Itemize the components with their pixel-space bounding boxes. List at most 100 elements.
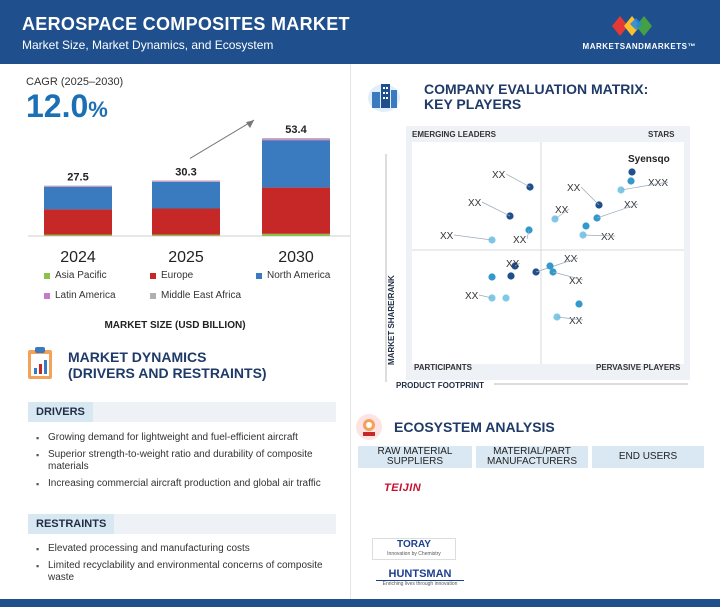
- company-label: XX: [465, 291, 479, 302]
- company-leader-line: [580, 186, 600, 206]
- drivers-list: Growing demand for lightweight and fuel-…: [36, 432, 338, 495]
- company-label: XX: [513, 235, 527, 246]
- company-leader-line: [620, 181, 669, 191]
- company-leader-line: [514, 262, 521, 267]
- ecosystem-col-raw-materials: RAW MATERIAL SUPPLIERS: [358, 446, 472, 468]
- matrix-y-axis-label: MARKET SHARE/RANK: [387, 275, 396, 365]
- huntsman-logo-name: HUNTSMAN: [376, 568, 464, 581]
- quadrant-emerging-leaders: EMERGING LEADERS: [412, 130, 497, 139]
- legend-latin-america: Latin America: [44, 290, 116, 301]
- bar-segment-north-america: [152, 181, 220, 209]
- company-label: XX: [468, 198, 482, 209]
- restraints-list: Elevated processing and manufacturing co…: [36, 543, 338, 589]
- footer-bar: [0, 599, 720, 607]
- toray-logo-name: TORAY: [397, 539, 431, 550]
- market-dynamics-title-line2: (DRIVERS AND RESTRAINTS): [68, 365, 267, 381]
- bar-segment-middle-east-africa: [262, 138, 330, 140]
- column-divider: [350, 64, 351, 599]
- market-dynamics-title-line1: MARKET DYNAMICS: [68, 349, 207, 365]
- company-dot: [511, 262, 519, 270]
- legend-asia-pacific: Asia Pacific: [44, 270, 107, 281]
- legend-swatch: [150, 292, 156, 299]
- company-label: XX: [440, 231, 454, 242]
- cagr-label: CAGR (2025–2030): [26, 76, 124, 88]
- bar-segment-middle-east-africa: [44, 185, 112, 187]
- drivers-heading: DRIVERS: [28, 402, 93, 422]
- matrix-title-line2: KEY PLAYERS: [424, 96, 522, 112]
- company-label: XX: [569, 316, 583, 327]
- matrix-plot-area: [412, 142, 684, 364]
- company-dot: [628, 168, 636, 176]
- company-leader-line: [481, 201, 511, 217]
- company-dot: [582, 222, 590, 230]
- teijin-logo: TEIJIN: [384, 482, 422, 494]
- legend-swatch: [44, 292, 50, 299]
- company-dot: [575, 300, 583, 308]
- bar-total-label: 53.4: [285, 124, 307, 136]
- legend-middle-east-africa: Middle East Africa: [150, 290, 241, 301]
- bar-segment-asia-pacific: [262, 233, 330, 236]
- legend-north-america: North America: [256, 270, 330, 281]
- page-title: AEROSPACE COMPOSITES MARKET: [22, 14, 350, 34]
- brand-name: MARKETSANDMARKETS™: [582, 42, 696, 51]
- ecosystem-title: ECOSYSTEM ANALYSIS: [394, 419, 555, 435]
- list-item: Elevated processing and manufacturing co…: [36, 543, 338, 555]
- restraints-heading: RESTRAINTS: [28, 514, 115, 534]
- company-evaluation-matrix: EMERGING LEADERS STARS PARTICIPANTS PERV…: [385, 126, 690, 390]
- company-leader-line: [554, 208, 570, 220]
- bar-segment-latin-america: [262, 139, 330, 141]
- bar-segment-europe: [44, 209, 112, 235]
- quadrant-pervasive-players: PERVASIVE PLAYERS: [596, 363, 681, 372]
- company-label: XX: [492, 170, 506, 181]
- huntsman-logo: HUNTSMAN Enriching lives through innovat…: [376, 568, 464, 590]
- quadrant-stars: STARS: [648, 130, 675, 139]
- ecosystem-col-manufacturers: MATERIAL/PART MANUFACTURERS: [476, 446, 588, 468]
- matrix-title-line1: COMPANY EVALUATION MATRIX:: [424, 81, 649, 97]
- list-item: Superior strength-to-weight ratio and du…: [36, 449, 338, 473]
- company-label: Syensqo: [628, 154, 670, 165]
- company-leader-line: [535, 257, 579, 273]
- legend-label: Latin America: [55, 290, 116, 301]
- company-leader-line: [505, 173, 531, 188]
- legend-label: Europe: [161, 270, 194, 281]
- growth-arrow: [189, 119, 255, 159]
- company-label: XX: [555, 205, 569, 216]
- page-subtitle: Market Size, Market Dynamics, and Ecosys…: [22, 38, 274, 52]
- legend-swatch: [256, 272, 262, 279]
- growth-arrow-head: [246, 120, 254, 129]
- market-dynamics-title: MARKET DYNAMICS (DRIVERS AND RESTRAINTS): [68, 349, 267, 381]
- quadrant-participants: PARTICIPANTS: [414, 363, 473, 372]
- company-leader-line: [552, 271, 584, 281]
- company-dot: [553, 313, 561, 321]
- bar-segment-europe: [152, 208, 220, 235]
- ecosystem-icon: [356, 414, 382, 440]
- bar-segment-asia-pacific: [44, 234, 112, 236]
- x-tick-label: 2030: [278, 249, 314, 266]
- company-label: XX: [567, 183, 581, 194]
- company-leader-line: [556, 316, 584, 321]
- matrix-points: SyensqoXXXXXXXXXXXXXXXXXXXXXXXXXXXXX: [440, 154, 670, 327]
- company-label: XX: [506, 259, 520, 270]
- matrix-title: COMPANY EVALUATION MATRIX: KEY PLAYERS: [424, 82, 648, 112]
- company-label: XX: [624, 200, 638, 211]
- company-dot: [488, 273, 496, 281]
- x-tick-label: 2025: [168, 249, 204, 266]
- company-leader-line: [478, 294, 493, 299]
- list-item: Increasing commercial aircraft productio…: [36, 478, 338, 490]
- legend-label: North America: [267, 270, 331, 281]
- chart-x-label: MARKET SIZE (USD BILLION): [104, 320, 246, 331]
- company-leader-line: [596, 203, 639, 219]
- bar-segment-latin-america: [152, 181, 220, 182]
- company-leader-line: [582, 234, 616, 237]
- toray-logo-tagline: Innovation by Chemistry: [387, 551, 441, 557]
- bar-total-label: 27.5: [67, 172, 88, 184]
- marketsandmarkets-logo-icon: [612, 16, 652, 36]
- toray-logo: TORAY Innovation by Chemistry: [372, 538, 456, 560]
- cagr-unit: %: [88, 97, 108, 122]
- legend-label: Middle East Africa: [161, 290, 242, 301]
- ecosystem-col-end-users: END USERS: [592, 446, 704, 468]
- bar-segment-latin-america: [44, 186, 112, 187]
- bar-segment-asia-pacific: [152, 234, 220, 236]
- company-dot: [549, 268, 557, 276]
- bar-segment-north-america: [44, 186, 112, 210]
